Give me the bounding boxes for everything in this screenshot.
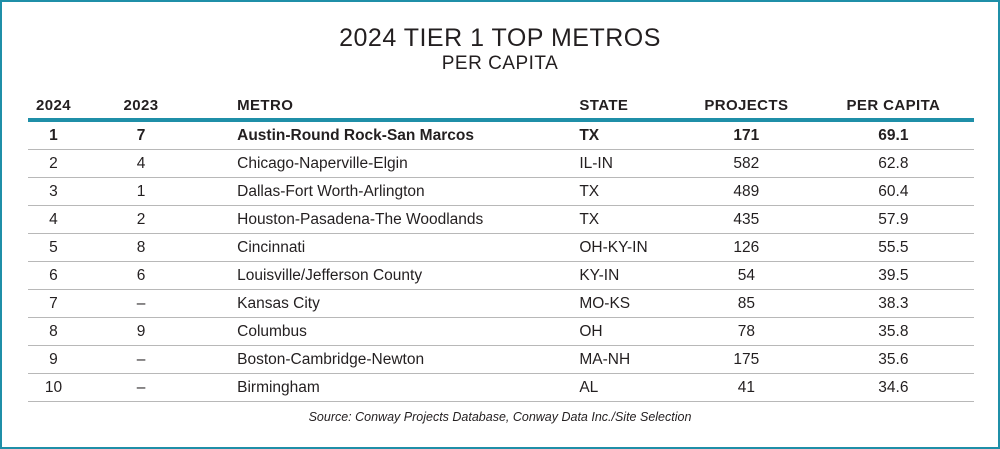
cell-metro: Kansas City [203, 289, 580, 318]
cell-per-capita: 55.5 [812, 233, 974, 262]
cell-rank-2024: 7 [28, 289, 79, 318]
table-row: 1 7 Austin-Round Rock-San Marcos TX 171 69.1 [28, 120, 974, 150]
cell-metro: Houston-Pasadena-The Woodlands [203, 205, 580, 234]
cell-rank-2024: 10 [28, 373, 79, 402]
table-body: 1 7 Austin-Round Rock-San Marcos TX 171 69.1 2… [28, 120, 974, 402]
cell-metro: Birmingham [203, 373, 580, 402]
cell-per-capita: 39.5 [812, 261, 974, 290]
cell-rank-2024: 5 [28, 233, 79, 262]
table-subtitle: PER CAPITA [441, 53, 559, 74]
table-row: 7– Kansas City MO-KS 85 38.3 [28, 289, 974, 318]
cell-state: MA-NH [579, 345, 680, 374]
table-row: 9– Boston-Cambridge-Newton MA-NH 175 35.6 [28, 345, 974, 374]
cell-per-capita: 38.3 [812, 289, 974, 318]
cell-metro: Cincinnati [203, 233, 580, 262]
cell-rank-2023: 1 [78, 177, 204, 206]
cell-metro: Austin-Round Rock-San Marcos [203, 120, 580, 150]
cell-per-capita: 35.8 [812, 317, 974, 346]
cell-state: OH [579, 317, 680, 346]
cell-per-capita: 60.4 [812, 177, 974, 206]
cell-projects: 171 [679, 120, 813, 150]
cell-metro: Chicago-Naperville-Elgin [203, 149, 580, 178]
cell-projects: 582 [679, 149, 813, 178]
cell-rank-2024: 9 [28, 345, 79, 374]
cell-rank-2024: 4 [28, 205, 79, 234]
cell-state: AL [579, 373, 680, 402]
cell-state: OH-KY-IN [579, 233, 680, 262]
cell-state: TX [579, 120, 680, 150]
cell-projects: 435 [679, 205, 813, 234]
cell-rank-2023: – [78, 373, 204, 402]
cell-projects: 175 [679, 345, 813, 374]
cell-rank-2023: 6 [78, 261, 204, 290]
cell-rank-2023: 8 [78, 233, 204, 262]
column-header-projects: PROJECTS [679, 93, 813, 122]
table-title: 2024 TIER 1 TOP METROS [339, 24, 661, 52]
table-row: 2 4 Chicago-Naperville-Elgin IL-IN 582 62.8 [28, 149, 974, 178]
cell-per-capita: 35.6 [812, 345, 974, 374]
cell-per-capita: 57.9 [812, 205, 974, 234]
cell-projects: 85 [679, 289, 813, 318]
table-row: 4 2 Houston-Pasadena-The Woodlands TX 435 57.… [28, 205, 974, 234]
cell-rank-2024: 3 [28, 177, 79, 206]
cell-rank-2023: 9 [78, 317, 204, 346]
cell-state: TX [579, 177, 680, 206]
cell-state: MO-KS [579, 289, 680, 318]
table-row: 8 9 Columbus OH 78 35.8 [28, 317, 974, 346]
cell-metro: Dallas-Fort Worth-Arlington [203, 177, 580, 206]
cell-rank-2023: 4 [78, 149, 204, 178]
cell-rank-2023: – [78, 345, 204, 374]
cell-rank-2023: 7 [78, 120, 204, 150]
cell-metro: Columbus [203, 317, 580, 346]
cell-state: IL-IN [579, 149, 680, 178]
column-header-metro: METRO [203, 93, 580, 122]
column-header-2023: 2023 [78, 93, 204, 122]
cell-state: TX [579, 205, 680, 234]
table-row: 5 8 Cincinnati OH-KY-IN 126 55.5 [28, 233, 974, 262]
cell-rank-2024: 1 [28, 120, 79, 150]
header-row: 2024 2023 METRO STATE PROJECTS PER CAPIT… [28, 93, 974, 122]
cell-rank-2023: 2 [78, 205, 204, 234]
cell-rank-2024: 8 [28, 317, 79, 346]
metros-table: 2024 2023 METRO STATE PROJECTS PER CAPIT… [28, 93, 974, 402]
table-row: 3 1 Dallas-Fort Worth-Arlington TX 489 60.4 [28, 177, 974, 206]
cell-projects: 126 [679, 233, 813, 262]
source-note: Source: Conway Projects Database, Conway… [308, 410, 692, 424]
cell-rank-2024: 2 [28, 149, 79, 178]
cell-metro: Louisville/Jefferson County [203, 261, 580, 290]
table-row: 6 6 Louisville/Jefferson County KY-IN 54 39.5 [28, 261, 974, 290]
cell-projects: 41 [679, 373, 813, 402]
table-row: 10– Birmingham AL 41 34.6 [28, 373, 974, 402]
cell-per-capita: 34.6 [812, 373, 974, 402]
cell-projects: 78 [679, 317, 813, 346]
cell-state: KY-IN [579, 261, 680, 290]
cell-projects: 489 [679, 177, 813, 206]
column-header-2024: 2024 [28, 93, 79, 122]
cell-per-capita: 69.1 [812, 120, 974, 150]
column-header-state: STATE [579, 93, 680, 122]
cell-rank-2023: – [78, 289, 204, 318]
cell-per-capita: 62.8 [812, 149, 974, 178]
cell-projects: 54 [679, 261, 813, 290]
column-header-per-capita: PER CAPITA [812, 93, 974, 122]
cell-rank-2024: 6 [28, 261, 79, 290]
cell-metro: Boston-Cambridge-Newton [203, 345, 580, 374]
